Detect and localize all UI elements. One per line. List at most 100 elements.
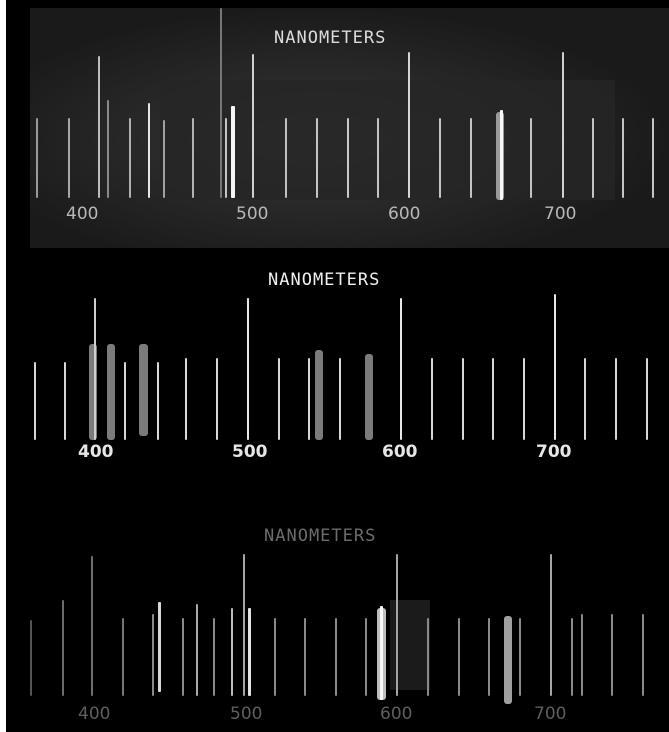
spectral-line <box>68 118 70 198</box>
tick-label-500: 500 <box>230 704 263 724</box>
spectral-line <box>462 358 464 440</box>
spectral-band <box>504 616 512 704</box>
spectral-line <box>427 618 429 696</box>
spectral-line <box>400 298 402 440</box>
spectral-line <box>220 8 222 198</box>
spectral-line <box>470 118 472 198</box>
spectral-band <box>139 344 148 436</box>
panel-title: NANOMETERS <box>274 28 387 48</box>
spectral-line <box>157 362 159 440</box>
spectral-line <box>62 600 64 696</box>
spectral-line <box>231 106 235 198</box>
spectral-line <box>213 618 215 696</box>
spectral-line <box>148 103 150 198</box>
spectral-line <box>530 118 532 198</box>
spectral-line <box>622 118 624 198</box>
spectral-line <box>316 118 318 198</box>
spectral-line <box>581 614 583 696</box>
spectral-band <box>315 350 323 440</box>
emission-lines <box>6 258 669 490</box>
spectral-line <box>439 118 441 198</box>
spectral-line <box>36 118 38 198</box>
spectral-line <box>243 554 245 696</box>
spectral-line <box>304 618 306 696</box>
emission-lines <box>6 510 669 732</box>
spectral-line <box>231 608 233 696</box>
tick-label-500: 500 <box>236 204 269 224</box>
tick-label-600: 600 <box>382 442 418 462</box>
tick-label-400: 400 <box>78 442 114 462</box>
spectrum-panel-middle: NANOMETERS <box>6 258 669 490</box>
spectral-line <box>380 606 383 700</box>
spectral-line <box>30 620 32 696</box>
spectral-line <box>129 118 131 198</box>
spectral-line <box>216 358 218 440</box>
panel-title: NANOMETERS <box>264 526 377 546</box>
spectral-line <box>158 602 161 692</box>
spectral-line <box>408 52 410 198</box>
panel-title: NANOMETERS <box>268 270 381 290</box>
spectral-line <box>192 118 194 198</box>
spectral-line <box>431 358 433 440</box>
spectral-line <box>500 110 503 200</box>
spectral-line <box>458 618 460 696</box>
spectral-line <box>107 100 109 198</box>
spectral-line <box>225 118 227 198</box>
spectral-line <box>94 298 96 440</box>
spectral-line <box>584 358 586 440</box>
emission-lines <box>30 8 669 248</box>
tick-label-500: 500 <box>232 442 268 462</box>
tick-label-400: 400 <box>66 204 99 224</box>
spectral-line <box>34 362 36 440</box>
spectral-line <box>285 118 287 198</box>
spectral-line <box>163 120 165 198</box>
spectral-line <box>308 358 310 440</box>
spectral-line <box>615 358 617 440</box>
spectral-line <box>554 294 556 440</box>
spectral-line <box>182 618 184 696</box>
spectral-line <box>335 618 337 696</box>
spectral-line <box>274 618 276 696</box>
spectral-line <box>347 118 349 198</box>
spectral-line <box>377 118 379 198</box>
spectral-line <box>652 118 654 198</box>
spectral-line <box>523 358 525 440</box>
spectral-line <box>519 618 521 696</box>
spectral-line <box>196 604 198 696</box>
spectrum-panel-bottom: NANOMETERS <box>6 510 669 732</box>
spectral-line <box>396 554 398 696</box>
spectral-line <box>642 614 644 696</box>
tick-label-700: 700 <box>536 442 572 462</box>
spectral-line <box>492 358 494 440</box>
tick-label-600: 600 <box>380 704 413 724</box>
spectral-line <box>124 362 126 440</box>
spectral-line <box>592 118 594 198</box>
spectral-band <box>89 344 97 440</box>
spectra-figure: NANOMETERS <box>6 0 669 732</box>
spectrum-panel-top: NANOMETERS <box>30 8 669 248</box>
spectral-line <box>252 54 254 198</box>
spectral-line <box>550 554 552 696</box>
spectral-line <box>611 614 613 696</box>
spectral-line <box>339 358 341 440</box>
spectral-line <box>98 56 100 198</box>
spectral-band <box>107 344 115 440</box>
spectral-band <box>365 354 373 440</box>
spectrum-band-region <box>160 80 615 200</box>
spectral-line <box>248 608 251 696</box>
tick-label-700: 700 <box>544 204 577 224</box>
spectral-line <box>278 358 280 440</box>
spectral-line <box>562 52 564 198</box>
spectral-line <box>488 618 490 696</box>
tick-label-400: 400 <box>78 704 111 724</box>
tick-label-700: 700 <box>534 704 567 724</box>
spectral-line <box>152 614 154 696</box>
spectral-line <box>365 618 367 696</box>
spectral-line <box>122 618 124 696</box>
spectral-line <box>185 358 187 440</box>
tick-label-600: 600 <box>388 204 421 224</box>
spectral-line <box>571 618 573 696</box>
spectral-line <box>247 298 249 440</box>
spectral-line <box>646 358 648 440</box>
spectral-line <box>91 556 93 696</box>
